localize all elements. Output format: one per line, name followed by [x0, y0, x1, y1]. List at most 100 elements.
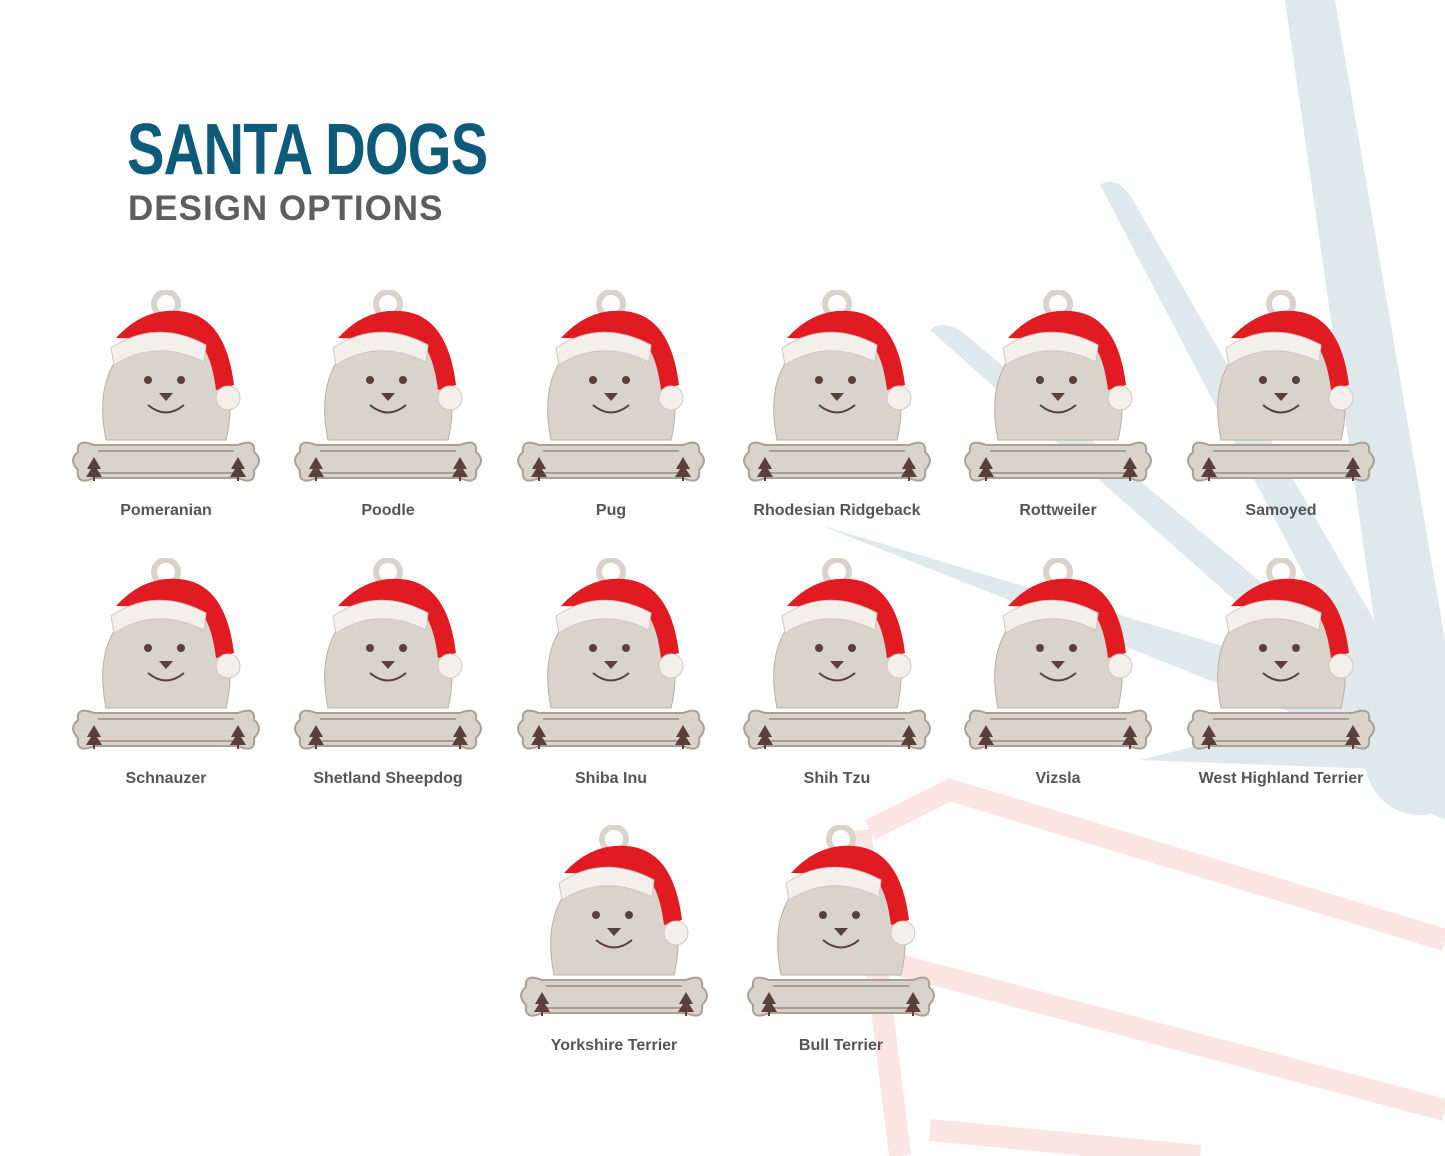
- hat-pompom: [215, 385, 241, 411]
- tree-icon: [1122, 725, 1138, 745]
- santa-hat: [1008, 310, 1126, 390]
- ornament-illustration: [743, 290, 931, 482]
- hat-brim: [555, 331, 652, 366]
- dog-eye: [366, 644, 374, 652]
- dog-mouth: [1039, 672, 1077, 682]
- tree-icon: [1201, 457, 1217, 477]
- design-label: Pomeranian: [120, 502, 212, 519]
- ornament-illustration: [72, 290, 260, 482]
- hat-pompom: [658, 653, 684, 679]
- design-label: Bull Terrier: [798, 1037, 884, 1054]
- dog-eye: [592, 911, 600, 919]
- tree-trunk: [1352, 744, 1354, 749]
- design-label: Pug: [595, 502, 627, 519]
- dog-mouth: [147, 404, 185, 414]
- dog-eye: [622, 644, 630, 652]
- dog-mouth: [592, 404, 630, 414]
- hat-brim: [781, 331, 878, 366]
- ornament-illustration: [72, 558, 260, 750]
- tree-icon: [86, 725, 102, 745]
- bone-inner-line: [773, 985, 909, 1009]
- dog-nose: [604, 661, 618, 669]
- tree-icon: [1122, 457, 1138, 477]
- ornament-illustration: [1187, 558, 1375, 750]
- tree-icon: [757, 725, 773, 745]
- dog-mouth: [369, 404, 407, 414]
- tree-trunk: [93, 476, 95, 481]
- dog-mouth: [1262, 404, 1300, 414]
- dog-nose: [1051, 393, 1065, 401]
- name-bone: [72, 709, 260, 750]
- dog-nose: [1274, 393, 1288, 401]
- santa-hat: [338, 310, 456, 390]
- page-subtitle: DESIGN OPTIONS: [128, 189, 444, 228]
- dog-nose: [830, 393, 844, 401]
- hat-pompom: [1328, 385, 1354, 411]
- tree-trunk: [682, 744, 684, 749]
- ornament-design: Pug: [511, 290, 711, 530]
- bone-inner-line: [543, 450, 679, 474]
- ornament-design: Schnauzer: [66, 558, 266, 798]
- ornament-illustration: [964, 290, 1152, 482]
- tree-trunk: [538, 476, 540, 481]
- ornament-design: Rottweiler: [958, 290, 1158, 530]
- dog-nose: [830, 661, 844, 669]
- ornament-illustration: [294, 558, 482, 750]
- tree-icon: [761, 992, 777, 1012]
- tree-trunk: [985, 744, 987, 749]
- name-bone: [964, 709, 1152, 750]
- bone-inner-line: [543, 718, 679, 742]
- dog-nose: [381, 661, 395, 669]
- dog-eye: [1069, 644, 1077, 652]
- tree-icon: [757, 457, 773, 477]
- bone-inner-line: [98, 450, 234, 474]
- tree-icon: [1345, 457, 1361, 477]
- ornament-illustration: [517, 558, 705, 750]
- tree-icon: [901, 725, 917, 745]
- tree-trunk: [908, 744, 910, 749]
- tree-icon: [452, 725, 468, 745]
- dog-eye: [819, 911, 827, 919]
- design-label: Yorkshire Terrier: [550, 1037, 678, 1054]
- santa-hat: [116, 578, 234, 658]
- dog-eye: [1259, 644, 1267, 652]
- name-bone: [747, 976, 935, 1017]
- santa-hat: [564, 845, 682, 925]
- santa-hat: [338, 578, 456, 658]
- tree-icon: [678, 992, 694, 1012]
- dog-eye: [1292, 376, 1300, 384]
- dog-eye: [625, 911, 633, 919]
- dog-eye: [589, 376, 597, 384]
- hat-brim: [332, 331, 429, 366]
- dog-eye: [1292, 644, 1300, 652]
- ornament-design: Samoyed: [1181, 290, 1381, 530]
- design-label: Shetland Sheepdog: [313, 770, 463, 787]
- hat-pompom: [1107, 385, 1133, 411]
- hat-pompom: [1328, 653, 1354, 679]
- tree-icon: [308, 457, 324, 477]
- design-label: Poodle: [361, 502, 415, 519]
- hat-brim: [781, 599, 878, 634]
- name-bone: [1187, 441, 1375, 482]
- hat-brim: [110, 331, 207, 366]
- santa-hat: [1008, 578, 1126, 658]
- dog-eye: [1036, 376, 1044, 384]
- dog-eye: [848, 376, 856, 384]
- bone-inner-line: [1213, 718, 1349, 742]
- page-title: SANTA DOGS: [127, 110, 488, 190]
- bone-inner-line: [320, 718, 456, 742]
- dog-eye: [815, 644, 823, 652]
- dog-nose: [604, 393, 618, 401]
- tree-trunk: [908, 476, 910, 481]
- tree-trunk: [93, 744, 95, 749]
- dog-eye: [848, 644, 856, 652]
- name-bone: [517, 709, 705, 750]
- hat-pompom: [1107, 653, 1133, 679]
- dog-mouth: [147, 672, 185, 682]
- dog-nose: [607, 928, 621, 936]
- name-bone: [517, 441, 705, 482]
- ornament-design: Shetland Sheepdog: [288, 558, 488, 798]
- bone-inner-line: [546, 985, 682, 1009]
- tree-icon: [1345, 725, 1361, 745]
- design-label: Samoyed: [1245, 502, 1317, 519]
